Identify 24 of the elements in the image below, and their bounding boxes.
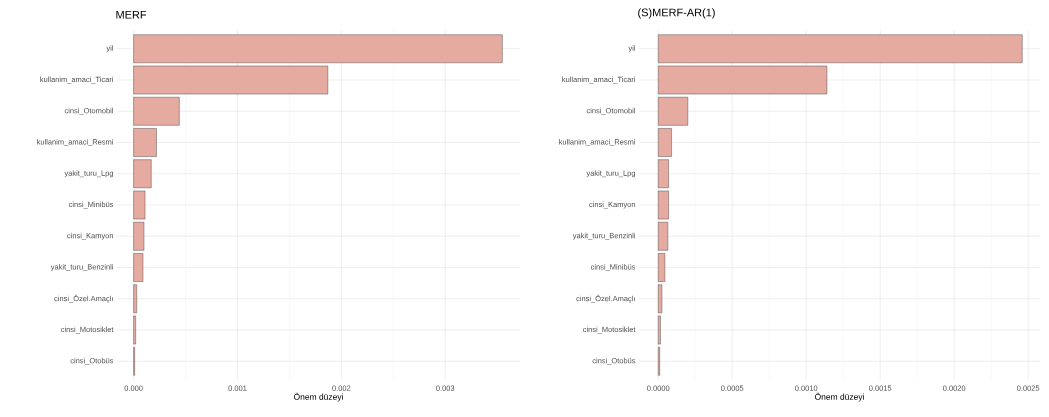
bar: [133, 96, 180, 126]
bar: [658, 190, 669, 220]
bar: [133, 221, 145, 251]
bar: [658, 315, 661, 345]
chart-title: (S)MERF-AR(1): [638, 8, 715, 19]
bar: [658, 65, 828, 95]
bar: [658, 128, 672, 157]
bar: [658, 284, 663, 314]
bar: [133, 190, 146, 220]
bar: [658, 34, 1023, 64]
bar: [133, 159, 152, 189]
bar: [133, 34, 503, 64]
bar: [133, 128, 157, 157]
bar: [658, 96, 689, 126]
bar: [133, 284, 137, 314]
x-axis-title: Önem düzeyi: [814, 392, 864, 402]
bar: [133, 253, 144, 282]
bar: [133, 315, 136, 345]
bar: [658, 159, 669, 189]
bar: [133, 65, 329, 95]
chart-title: MERF: [116, 10, 147, 19]
bar: [658, 221, 669, 251]
bar: [658, 253, 666, 282]
x-axis-title: Önem düzeyi: [293, 392, 343, 402]
